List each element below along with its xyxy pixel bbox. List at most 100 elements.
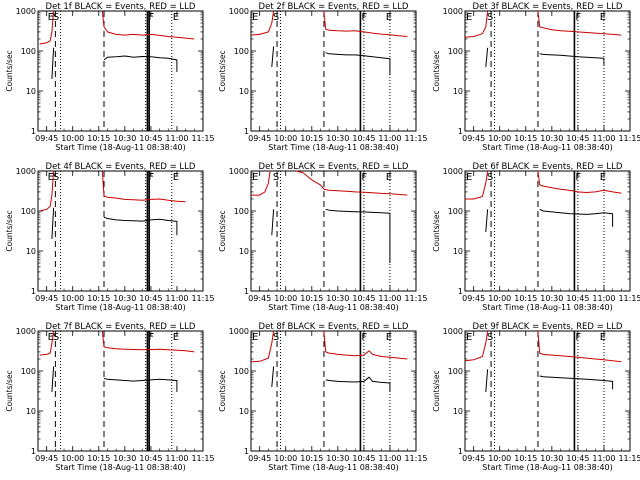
lld-series-line — [101, 10, 195, 40]
y-tick-label: 1000 — [16, 327, 36, 336]
chart-title: Det 7f BLACK = Events, RED = LLD — [46, 322, 196, 332]
lld-series-line — [464, 10, 489, 38]
events-series-line — [539, 375, 614, 390]
y-tick-label: 100 — [448, 367, 463, 376]
y-tick-label: 100 — [234, 367, 249, 376]
lld-series-line — [465, 170, 489, 200]
x-tick-label: 11:15 — [404, 134, 427, 143]
y-tick-label: 100 — [21, 47, 36, 56]
x-tick-label: 11:00 — [378, 134, 401, 143]
lld-series-line — [537, 10, 622, 36]
lld-series-line — [537, 170, 622, 194]
chart-panel: 1 10 100 1000 09:45 10:00 10:15 10:30 10:45 11:00… — [218, 162, 428, 312]
y-tick-label: 1 — [31, 127, 36, 136]
lld-series-line — [464, 330, 489, 362]
x-tick-label: 10:15 — [514, 454, 537, 463]
chart-panel: 1 10 100 1000 09:45 10:00 10:15 10:30 10:45 11:00… — [5, 2, 215, 152]
x-tick-label: 10:45 — [566, 294, 589, 303]
chart-panel: 1 10 100 1000 09:45 10:00 10:15 10:30 10:45 11:00… — [432, 162, 640, 312]
chart-title: Det 5f BLACK = Events, RED = LLD — [259, 162, 409, 172]
y-axis-label: Counts/sec — [432, 50, 441, 91]
events-series-line — [51, 207, 55, 240]
plot-frame — [250, 330, 417, 452]
x-axis-label: Start Time (18-Aug-11 08:38:40) — [55, 303, 186, 312]
y-tick-label: 10 — [453, 247, 463, 256]
y-tick-label: 1000 — [229, 7, 249, 16]
x-tick-label: 09:45 — [462, 454, 485, 463]
plot-frame — [37, 330, 204, 452]
event-letter-marker: E — [252, 332, 258, 343]
x-tick-label: 11:15 — [191, 294, 214, 303]
y-axis-label: Counts/sec — [5, 50, 14, 91]
event-letter-marker: E — [386, 332, 392, 343]
events-series-line — [271, 366, 275, 387]
x-tick-label: 10:00 — [488, 294, 511, 303]
events-series-line — [271, 46, 275, 67]
events-series-line — [51, 366, 55, 392]
event-letter-marker: E — [252, 12, 258, 23]
event-letter-marker: E — [386, 12, 392, 23]
x-tick-label: 11:00 — [592, 294, 615, 303]
x-tick-label: 10:30 — [540, 134, 563, 143]
event-letter-marker: E — [48, 332, 54, 343]
y-tick-label: 100 — [448, 207, 463, 216]
chart-title: Det 3f BLACK = Events, RED = LLD — [473, 2, 623, 12]
y-tick-label: 100 — [448, 47, 463, 56]
y-tick-label: 1 — [458, 287, 463, 296]
plot-frame — [464, 10, 631, 132]
lld-series-line — [251, 170, 271, 196]
chart-title: Det 6f BLACK = Events, RED = LLD — [473, 162, 623, 172]
x-tick-label: 10:15 — [514, 294, 537, 303]
x-tick-label: 10:45 — [352, 454, 375, 463]
x-tick-label: 11:00 — [165, 454, 188, 463]
x-tick-label: 09:45 — [35, 294, 58, 303]
plot-frame — [464, 170, 631, 292]
x-tick-label: 10:00 — [488, 454, 511, 463]
event-letter-marker: E — [173, 172, 179, 183]
event-letter-marker: F — [575, 12, 581, 23]
chart-title: Det 2f BLACK = Events, RED = LLD — [259, 2, 409, 12]
chart-title: Det 9f BLACK = Events, RED = LLD — [473, 322, 623, 332]
events-series-line — [485, 209, 489, 232]
event-letter-marker: E — [600, 172, 606, 183]
y-tick-label: 1000 — [16, 7, 36, 16]
event-letter-marker: F — [148, 172, 154, 183]
y-axis-label: Counts/sec — [432, 370, 441, 411]
x-tick-label: 10:45 — [566, 134, 589, 143]
x-tick-label: 09:45 — [248, 294, 271, 303]
y-axis-label: Counts/sec — [432, 210, 441, 251]
lld-series-line — [101, 170, 186, 203]
x-tick-label: 10:00 — [274, 294, 297, 303]
y-tick-label: 100 — [21, 207, 36, 216]
event-letter-marker: E — [173, 12, 179, 23]
event-letter-marker: S — [487, 332, 493, 343]
plot-frame — [250, 10, 417, 132]
lld-series-line — [250, 330, 275, 363]
x-tick-label: 11:00 — [592, 454, 615, 463]
x-tick-label: 10:30 — [326, 134, 349, 143]
event-letter-marker: E — [252, 172, 258, 183]
x-axis-label: Start Time (18-Aug-11 08:38:40) — [482, 143, 613, 152]
event-letter-marker: E — [600, 332, 606, 343]
event-letter-marker: F — [361, 12, 367, 23]
x-tick-label: 10:15 — [87, 134, 110, 143]
x-tick-label: 10:30 — [113, 454, 136, 463]
y-tick-label: 1 — [244, 127, 249, 136]
chart-title: Det 8f BLACK = Events, RED = LLD — [259, 322, 409, 332]
event-letter-marker: S — [273, 172, 279, 183]
x-tick-label: 11:15 — [404, 294, 427, 303]
x-tick-label: 09:45 — [462, 294, 485, 303]
event-letter-marker: F — [361, 332, 367, 343]
x-tick-label: 10:15 — [87, 454, 110, 463]
event-letter-marker: E — [48, 172, 54, 183]
y-tick-label: 1000 — [16, 167, 36, 176]
events-series-line — [325, 208, 391, 263]
y-axis-label: Counts/sec — [5, 210, 14, 251]
y-tick-label: 1 — [458, 447, 463, 456]
x-tick-label: 10:45 — [139, 134, 162, 143]
event-letter-marker: F — [148, 12, 154, 23]
event-letter-marker: S — [273, 12, 279, 23]
chart-panel: 1 10 100 1000 09:45 10:00 10:15 10:30 10:45 11:00… — [218, 322, 428, 472]
y-tick-label: 1 — [244, 287, 249, 296]
